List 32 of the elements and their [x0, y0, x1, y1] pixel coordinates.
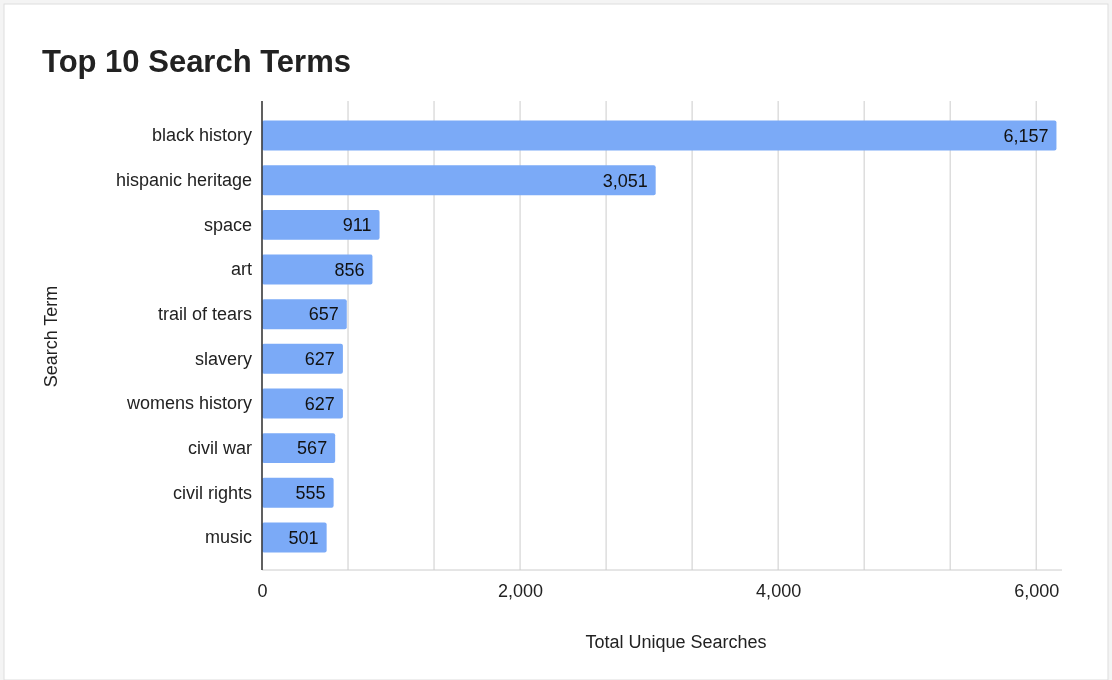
- x-tick-label: 0: [257, 580, 268, 601]
- bar: [262, 299, 347, 330]
- y-tick-label: black history: [151, 125, 252, 146]
- y-tick-label: womens history: [125, 393, 252, 414]
- data-label: 6,157: [1003, 125, 1049, 146]
- y-tick-label: trail of tears: [157, 303, 252, 324]
- data-label: 3,051: [602, 170, 648, 191]
- y-axis-title: Search Term: [41, 285, 61, 388]
- data-label: 567: [297, 438, 328, 459]
- data-label: 856: [334, 259, 365, 280]
- y-tick-label: hispanic heritage: [115, 169, 252, 190]
- data-label: 627: [304, 393, 335, 414]
- x-tick-label: 2,000: [498, 580, 544, 601]
- y-tick-label: civil war: [187, 437, 252, 458]
- x-axis-title: Total Unique Searches: [585, 632, 767, 652]
- data-label: 555: [295, 483, 326, 504]
- y-tick-label: music: [204, 527, 252, 548]
- y-tick-label: slavery: [194, 348, 252, 369]
- x-tick-label: 6,000: [1014, 580, 1060, 601]
- y-tick-label: civil rights: [172, 482, 252, 503]
- y-tick-label: art: [230, 259, 252, 280]
- x-tick-label: 4,000: [756, 580, 802, 601]
- bar: [262, 165, 656, 196]
- y-tick-label: space: [203, 214, 252, 235]
- bar: [262, 343, 343, 374]
- data-label: 501: [288, 527, 319, 548]
- data-label: 657: [308, 304, 339, 325]
- bar: [262, 209, 380, 240]
- bar: [262, 120, 1057, 151]
- data-label: 911: [342, 215, 372, 236]
- chart-title: Top 10 Search Terms: [42, 44, 351, 79]
- data-label: 627: [304, 349, 335, 370]
